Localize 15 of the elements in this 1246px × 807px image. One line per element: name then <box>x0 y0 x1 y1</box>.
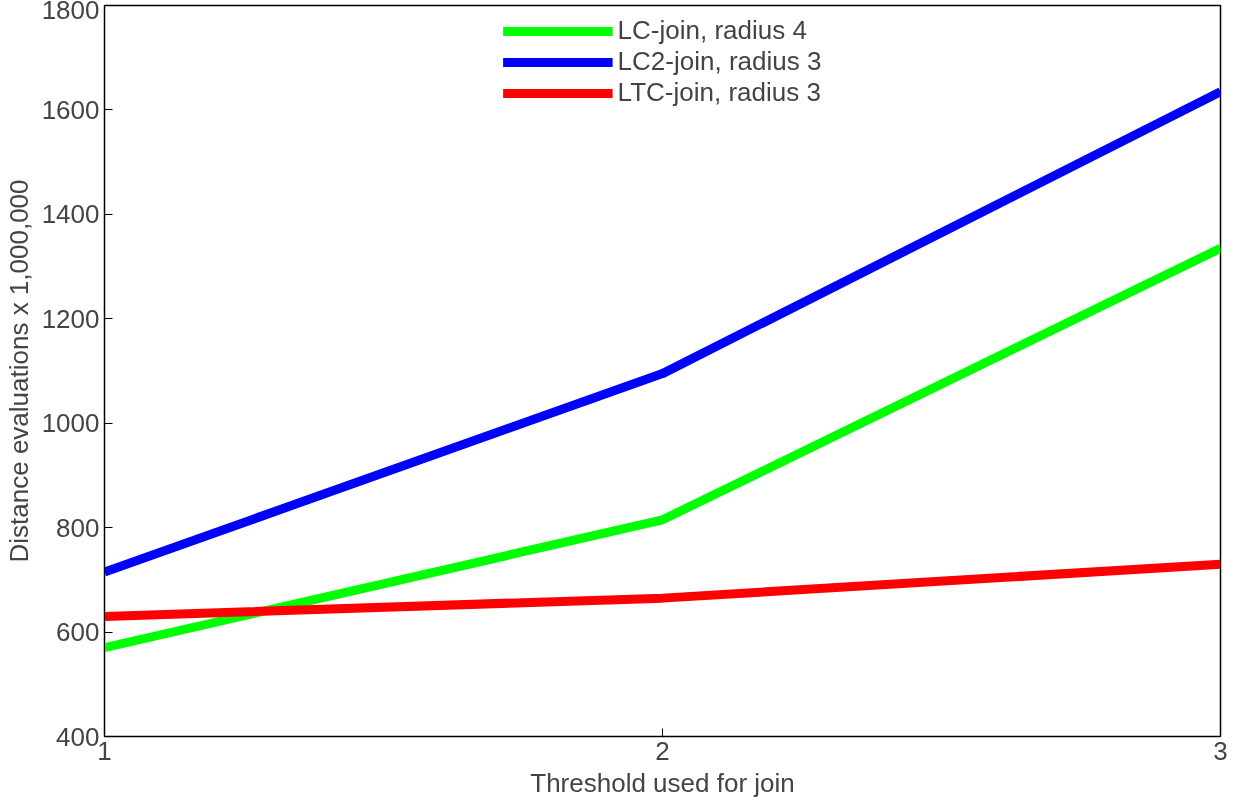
y-tick-label: 1400 <box>41 199 100 230</box>
legend-label: LTC-join, radius 3 <box>617 77 821 108</box>
y-tick-label: 600 <box>56 617 100 648</box>
y-axis-title: Distance evaluations x 1,000,000 <box>3 179 34 563</box>
y-tick-label: 400 <box>56 721 100 752</box>
x-tick-label: 2 <box>655 735 670 766</box>
x-tick-label: 3 <box>1213 735 1228 766</box>
y-tick-label: 1200 <box>41 303 100 334</box>
legend-label: LC-join, radius 4 <box>617 15 807 46</box>
x-axis-title: Threshold used for join <box>530 767 795 798</box>
y-tick-label: 1800 <box>41 0 100 25</box>
y-tick-label: 800 <box>56 512 100 543</box>
y-tick-label: 1000 <box>41 408 100 439</box>
y-tick-label: 1600 <box>41 94 100 125</box>
legend-label: LC2-join, radius 3 <box>617 46 822 77</box>
